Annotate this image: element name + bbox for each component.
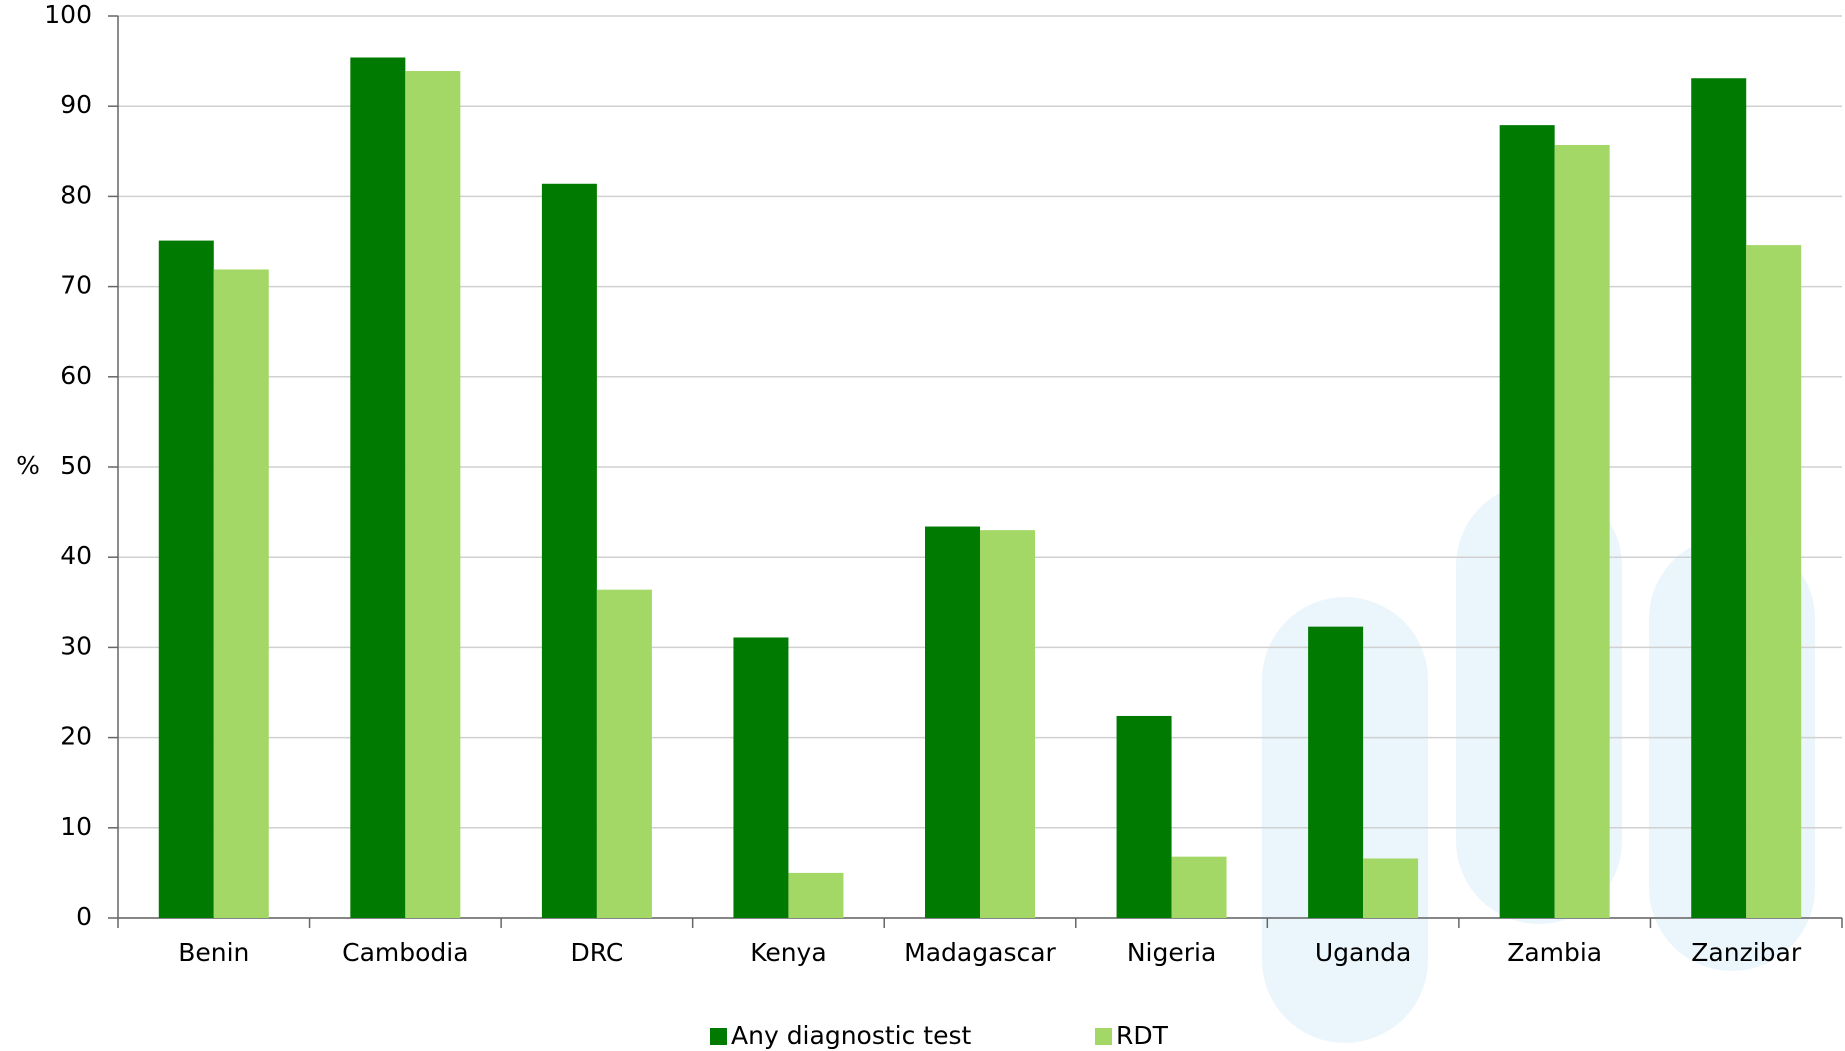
x-tick-label: Nigeria	[1127, 938, 1216, 967]
bar	[1308, 626, 1364, 918]
y-tick-label: 70	[60, 271, 92, 300]
bar	[1499, 125, 1555, 919]
y-tick-label: 90	[60, 90, 92, 119]
y-axis-label: %	[16, 451, 40, 480]
bar	[733, 637, 789, 918]
bar	[1116, 715, 1172, 918]
x-tick-label: Zambia	[1507, 938, 1602, 967]
legend-label: RDT	[1116, 1021, 1169, 1050]
bar	[925, 526, 980, 918]
bar	[1171, 856, 1227, 918]
y-tick-label: 60	[60, 361, 92, 390]
legend-swatch	[710, 1028, 727, 1045]
bar	[1363, 858, 1419, 918]
bar	[980, 530, 1035, 918]
bar	[405, 71, 461, 919]
x-tick-label: Uganda	[1315, 938, 1412, 967]
y-tick-label: 40	[60, 541, 92, 570]
y-tick-label: 50	[60, 451, 92, 480]
bar	[1554, 144, 1610, 919]
y-tick-label: 10	[60, 812, 92, 841]
bar	[158, 240, 214, 918]
bar	[596, 589, 652, 918]
x-tick-label: Madagascar	[904, 938, 1056, 967]
x-tick-label: Zanzibar	[1691, 938, 1802, 967]
y-tick-label: 30	[60, 631, 92, 660]
legend-label: Any diagnostic test	[731, 1021, 972, 1050]
bar	[213, 269, 269, 918]
legend-swatch	[1095, 1028, 1112, 1045]
y-tick-label: 0	[76, 902, 92, 931]
bar	[350, 57, 406, 918]
x-tick-label: Benin	[178, 938, 249, 967]
bar	[788, 872, 844, 918]
y-tick-label: 20	[60, 722, 92, 751]
bar	[1691, 78, 1747, 919]
x-tick-label: Cambodia	[342, 938, 468, 967]
x-tick-label: DRC	[570, 938, 623, 967]
bar	[1746, 245, 1802, 918]
y-tick-label: 100	[44, 0, 92, 29]
y-tick-label: 80	[60, 180, 92, 209]
bar	[541, 183, 597, 919]
x-tick-label: Kenya	[750, 938, 827, 967]
